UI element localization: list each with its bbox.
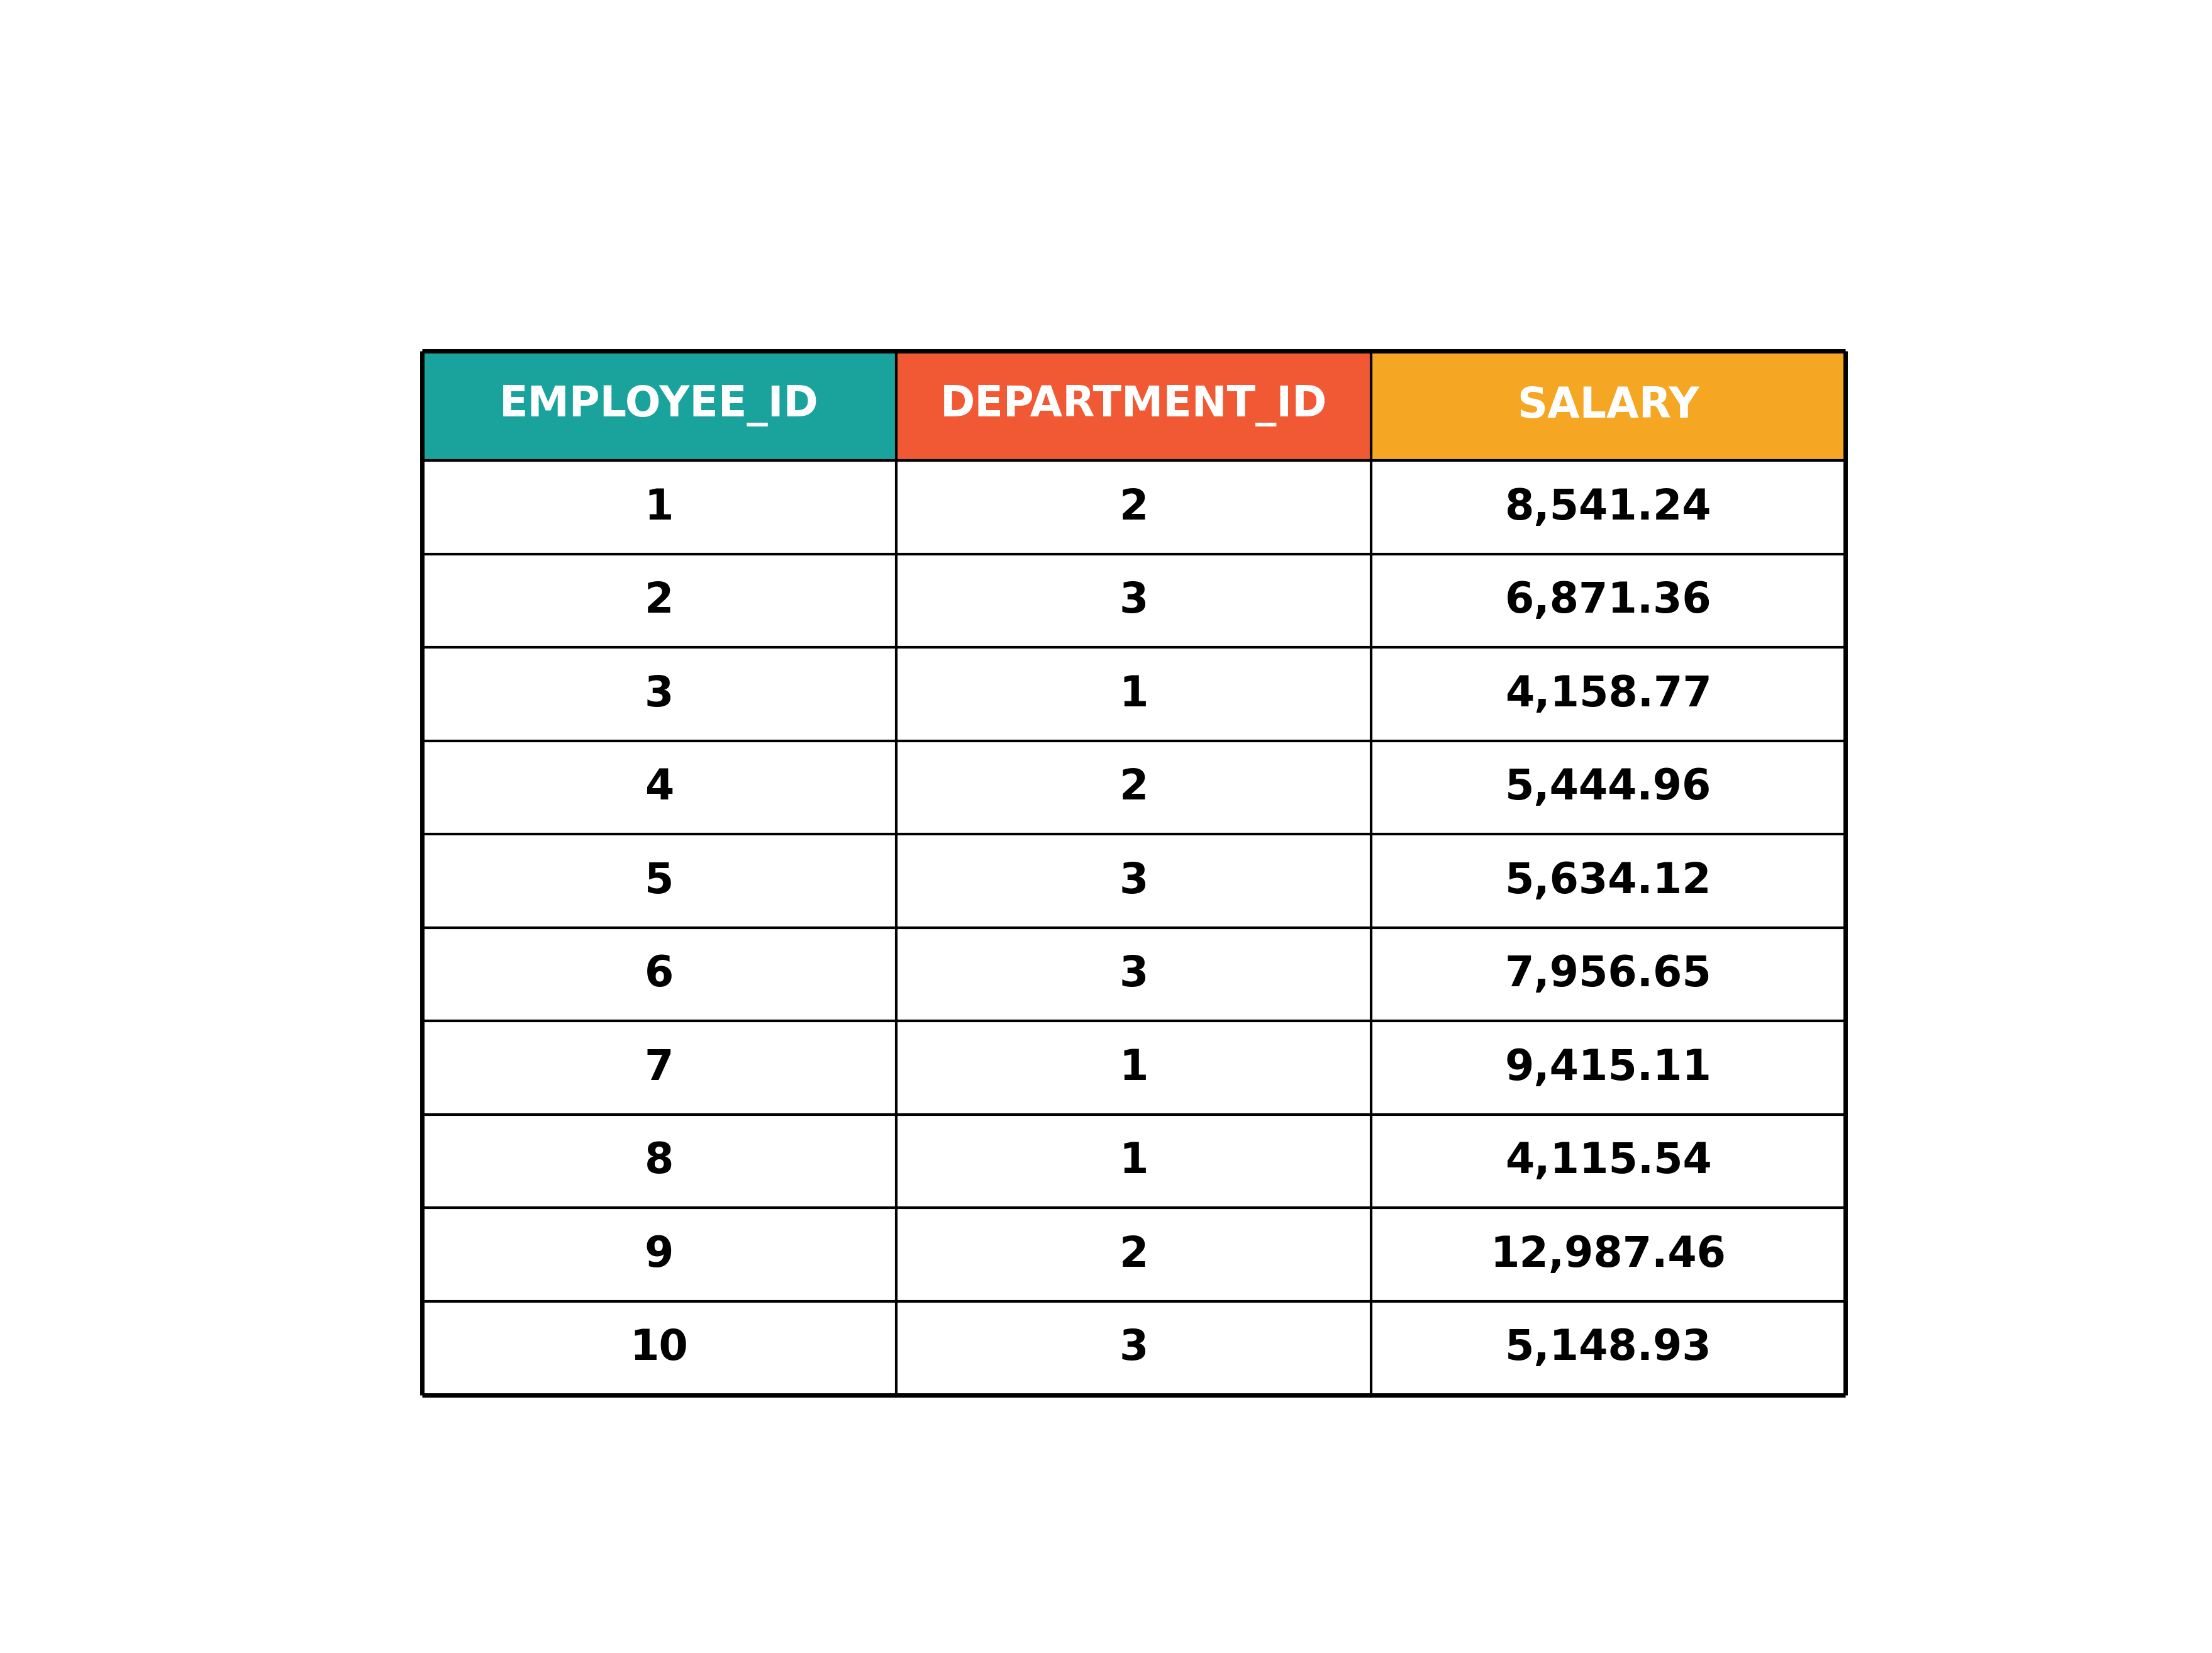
Text: 8,541.24: 8,541.24: [1504, 486, 1712, 529]
Text: 9: 9: [644, 1233, 675, 1276]
Text: 3: 3: [644, 673, 675, 716]
Bar: [1371, 835, 1845, 927]
Bar: [422, 927, 896, 1022]
Text: 7,956.65: 7,956.65: [1504, 954, 1712, 995]
Bar: [422, 741, 896, 835]
Bar: [896, 461, 1371, 554]
Bar: [896, 927, 1371, 1022]
Text: 2: 2: [1119, 1233, 1148, 1276]
Text: EMPLOYEE_ID: EMPLOYEE_ID: [500, 385, 818, 426]
Text: 8: 8: [644, 1141, 675, 1182]
Bar: [896, 648, 1371, 741]
Bar: [422, 1114, 896, 1208]
Bar: [896, 554, 1371, 648]
Bar: [1371, 741, 1845, 835]
Bar: [1371, 1208, 1845, 1301]
Bar: [1371, 350, 1845, 461]
Text: 3: 3: [1119, 1327, 1148, 1369]
Bar: [422, 835, 896, 927]
Text: 5,444.96: 5,444.96: [1504, 767, 1712, 808]
Text: 5: 5: [644, 860, 675, 903]
Text: 10: 10: [630, 1327, 688, 1369]
Text: 2: 2: [1119, 486, 1148, 529]
Bar: [422, 554, 896, 648]
Bar: [1371, 1114, 1845, 1208]
Bar: [422, 1022, 896, 1114]
Bar: [422, 1208, 896, 1301]
Bar: [422, 1301, 896, 1395]
Bar: [1371, 461, 1845, 554]
Bar: [896, 741, 1371, 835]
Text: 1: 1: [1119, 1141, 1148, 1182]
Bar: [896, 1208, 1371, 1301]
Text: 4,115.54: 4,115.54: [1504, 1141, 1712, 1182]
Text: SALARY: SALARY: [1517, 385, 1699, 426]
Bar: [896, 1114, 1371, 1208]
Text: 2: 2: [644, 580, 675, 622]
Bar: [1371, 554, 1845, 648]
Text: 5,148.93: 5,148.93: [1504, 1327, 1712, 1369]
Bar: [1371, 1301, 1845, 1395]
Text: 5,634.12: 5,634.12: [1504, 860, 1712, 903]
Text: 4,158.77: 4,158.77: [1504, 673, 1712, 716]
Bar: [896, 350, 1371, 461]
Text: 4: 4: [644, 767, 675, 808]
Bar: [1371, 1022, 1845, 1114]
Text: 1: 1: [644, 486, 675, 529]
Text: 3: 3: [1119, 954, 1148, 995]
Text: 7: 7: [644, 1046, 675, 1089]
Bar: [896, 835, 1371, 927]
Bar: [1371, 648, 1845, 741]
Bar: [1371, 927, 1845, 1022]
Text: 6,871.36: 6,871.36: [1504, 580, 1712, 622]
Text: 9,415.11: 9,415.11: [1504, 1046, 1712, 1089]
Bar: [422, 350, 896, 461]
Text: 1: 1: [1119, 1046, 1148, 1089]
Text: 3: 3: [1119, 860, 1148, 903]
Bar: [422, 461, 896, 554]
Bar: [422, 648, 896, 741]
Text: DEPARTMENT_ID: DEPARTMENT_ID: [940, 385, 1327, 426]
Bar: [896, 1301, 1371, 1395]
Text: 12,987.46: 12,987.46: [1491, 1233, 1725, 1276]
Text: 1: 1: [1119, 673, 1148, 716]
Text: 2: 2: [1119, 767, 1148, 808]
Text: 3: 3: [1119, 580, 1148, 622]
Bar: [896, 1022, 1371, 1114]
Text: 6: 6: [644, 954, 675, 995]
